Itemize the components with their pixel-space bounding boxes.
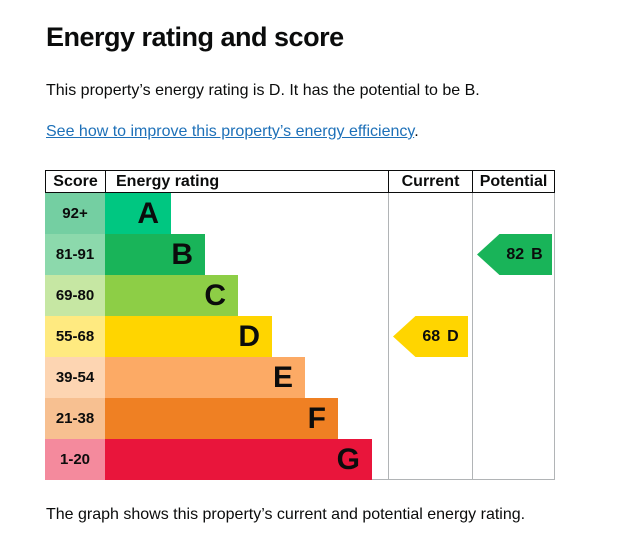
band-letter: D [238, 319, 260, 353]
header-current: Current [389, 171, 473, 192]
band-score-label: 21-38 [55, 410, 95, 427]
chart-body: 92+ A 81-91 B 69-80 C 55-68 D 39-54 E 21… [45, 193, 555, 480]
potential-score: 82 [506, 245, 525, 263]
page-title: Energy rating and score [46, 22, 344, 52]
band-score-cell: 55-68 [45, 316, 105, 357]
band-row: 92+ A [45, 193, 555, 234]
band-score-cell: 39-54 [45, 357, 105, 398]
band-row: 39-54 E [45, 357, 555, 398]
improve-efficiency-link[interactable]: See how to improve this property’s energ… [46, 123, 415, 140]
column-divider-potential [472, 193, 473, 480]
current-band: D [447, 327, 459, 345]
band-score-cell: 1-20 [45, 439, 105, 480]
band-letter: C [204, 278, 226, 312]
band-bar: A [105, 193, 171, 234]
band-bar: B [105, 234, 205, 275]
band-bar: C [105, 275, 238, 316]
header-score: Score [46, 171, 106, 192]
band-score-label: 55-68 [55, 328, 95, 345]
band-row: 21-38 F [45, 398, 555, 439]
band-row: 81-91 B [45, 234, 555, 275]
band-score-label: 69-80 [55, 287, 95, 304]
band-score-cell: 92+ [45, 193, 105, 234]
band-bar: E [105, 357, 305, 398]
band-letter: E [272, 360, 293, 394]
header-potential: Potential [479, 172, 548, 190]
table-right-border [554, 193, 555, 480]
chart-header-row: Score Energy rating Current Potential [45, 170, 555, 193]
band-bar: D [105, 316, 272, 357]
link-period: . [414, 123, 419, 140]
band-score-cell: 81-91 [45, 234, 105, 275]
band-score-label: 1-20 [59, 451, 91, 468]
potential-band: B [531, 245, 543, 263]
band-score-cell: 69-80 [45, 275, 105, 316]
band-row: 1-20 G [45, 439, 555, 480]
band-letter: G [336, 442, 360, 476]
band-score-label: 81-91 [55, 246, 95, 263]
summary-text: This property’s energy rating is D. It h… [46, 82, 480, 99]
energy-rating-chart: Score Energy rating Current Potential 92… [45, 170, 555, 480]
current-score: 68 [422, 327, 441, 345]
band-letter: B [171, 237, 193, 271]
band-row: 69-80 C [45, 275, 555, 316]
band-letter: F [307, 401, 326, 435]
band-bar: G [105, 439, 372, 480]
band-letter: A [137, 196, 159, 230]
column-divider-current [388, 193, 389, 480]
header-rating: Energy rating [106, 171, 389, 192]
band-score-label: 92+ [62, 205, 88, 222]
band-score-label: 39-54 [55, 369, 95, 386]
chart-caption: The graph shows this property’s current … [46, 506, 526, 523]
improve-link-line: See how to improve this property’s energ… [46, 123, 419, 141]
band-score-cell: 21-38 [45, 398, 105, 439]
band-bar: F [105, 398, 338, 439]
band-row: 55-68 D [45, 316, 555, 357]
